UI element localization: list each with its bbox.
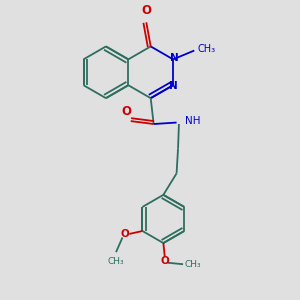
Text: CH₃: CH₃	[184, 260, 201, 269]
Text: O: O	[141, 4, 151, 17]
Text: N: N	[170, 53, 179, 63]
Text: CH₃: CH₃	[107, 257, 124, 266]
Text: NH: NH	[185, 116, 200, 126]
Text: O: O	[160, 256, 169, 266]
Text: CH₃: CH₃	[198, 44, 216, 54]
Text: O: O	[121, 229, 129, 239]
Text: O: O	[121, 105, 131, 118]
Text: N: N	[169, 81, 178, 91]
